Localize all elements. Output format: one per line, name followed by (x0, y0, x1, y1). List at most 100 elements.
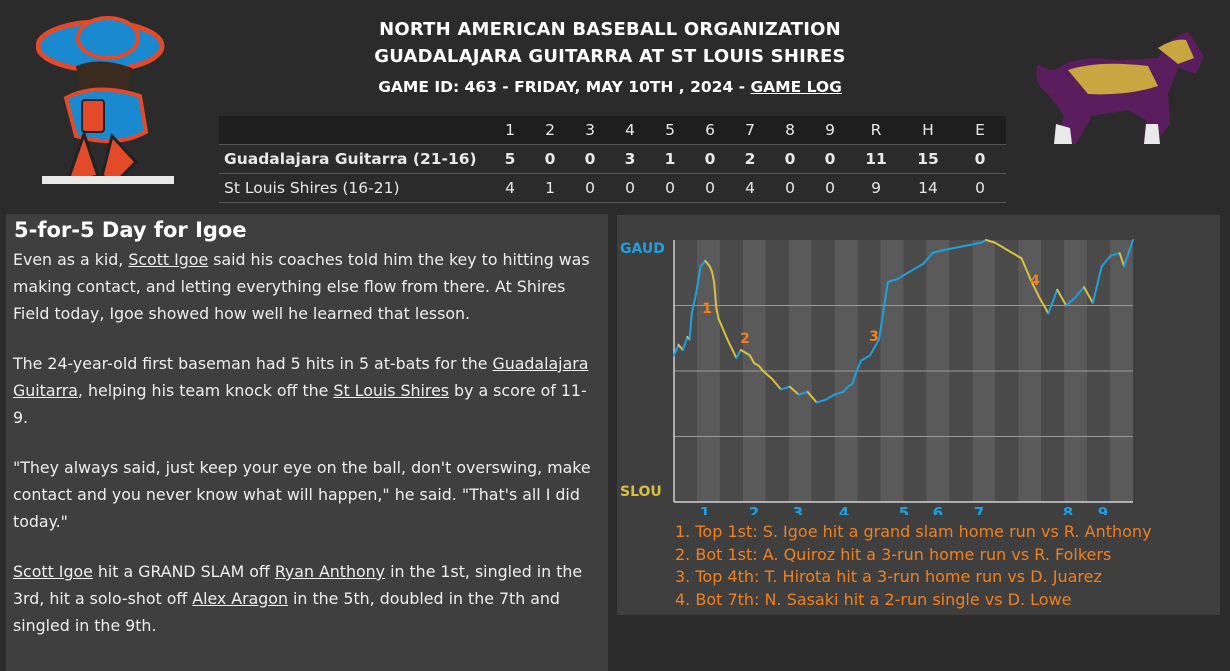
key-event-item: 3. Top 4th: T. Hirota hit a 3-run home r… (675, 567, 1102, 586)
story-text: hit a GRAND SLAM off (92, 562, 275, 581)
story-text: in the 5th, doubled in the 7th and singl… (13, 589, 560, 635)
score-cell: 0 (705, 179, 715, 197)
col-inning-4: 4 (610, 116, 650, 145)
win-probability-segment (860, 354, 872, 362)
win-probability-segment (967, 241, 983, 247)
home-team-name[interactable]: St Louis Shires (16-21) (224, 179, 400, 197)
team-column-header (219, 116, 490, 145)
story-text: in the 1st, singled in the 3rd, hit a so… (13, 562, 583, 608)
col-errors: E (954, 116, 1006, 145)
top-team-label: GAUD (620, 241, 665, 257)
score-cell: 0 (625, 179, 635, 197)
st-louis-shires-logo (1036, 32, 1204, 144)
event-marker-4: 4 (1030, 273, 1040, 289)
story-text: Even as a kid, (13, 250, 129, 269)
team-link-st-louis[interactable]: St Louis Shires (333, 381, 450, 400)
inning-axis-labels: 1 2 3 4 5 6 7 8 9 (700, 504, 1108, 515)
score-cell: 0 (704, 150, 716, 168)
win-probability-segment (984, 239, 996, 244)
game-info: GAME ID: 463 - FRIDAY, MAY 10TH , 2024 -… (280, 78, 940, 96)
col-inning-7: 7 (730, 116, 770, 145)
bottom-team-label: SLOU (620, 484, 662, 500)
score-cell: 0 (824, 150, 836, 168)
errors-cell: 0 (975, 179, 985, 197)
score-cell: 4 (745, 179, 755, 197)
win-probability-segment (1123, 239, 1134, 268)
win-probability-segment (688, 312, 693, 341)
win-probability-segment (1038, 296, 1050, 315)
story-paragraph: The 24-year-old first baseman had 5 hits… (13, 350, 600, 431)
game-log-link[interactable]: GAME LOG (750, 78, 842, 96)
inning-label: 4 (839, 504, 849, 515)
win-probability-segment (757, 364, 765, 372)
win-probability-segment (779, 385, 791, 391)
game-info-text: GAME ID: 463 - FRIDAY, MAY 10TH , 2024 - (378, 78, 751, 96)
key-events-list: 1. Top 1st: S. Igoe hit a grand slam hom… (675, 521, 1152, 611)
event-marker-2: 2 (740, 331, 750, 347)
col-runs: R (850, 116, 902, 145)
player-link-alex-aragon[interactable]: Alex Aragon (192, 589, 288, 608)
win-probability-segment (710, 270, 716, 283)
away-team-name[interactable]: Guadalajara Guitarra (21-16) (224, 150, 477, 168)
win-probability-segment (1074, 286, 1085, 299)
linescore-header-row: 1 2 3 4 5 6 7 8 9 R H E (219, 116, 1006, 145)
win-probability-segment (953, 244, 970, 249)
key-event-item: 1. Top 1st: S. Igoe hit a grand slam hom… (675, 522, 1152, 541)
col-hits: H (902, 116, 954, 145)
score-cell: 0 (785, 179, 795, 197)
win-probability-segment (940, 246, 956, 252)
player-link-scott-igoe[interactable]: Scott Igoe (128, 250, 209, 269)
matchup-title: GUADALAJARA GUITARRA AT ST LOUIS SHIRES (374, 46, 846, 67)
score-cell: 0 (585, 179, 595, 197)
organization-title: NORTH AMERICAN BASEBALL ORGANIZATION (379, 19, 841, 40)
win-probability-segment (699, 259, 707, 268)
win-probability-segment (1002, 246, 1014, 255)
game-story-panel: 5-for-5 Day for Igoe Even as a kid, Scot… (6, 214, 608, 671)
key-event-item: 4. Bot 7th: N. Sasaki hit a 2-run single… (675, 589, 1072, 609)
story-text: The 24-year-old first baseman had 5 hits… (13, 354, 493, 373)
game-header: NORTH AMERICAN BASEBALL ORGANIZATION GUA… (280, 16, 940, 96)
player-link-scott-igoe[interactable]: Scott Igoe (13, 562, 93, 581)
win-probability-segment (690, 291, 698, 315)
col-inning-2: 2 (530, 116, 570, 145)
win-probability-segment (1011, 252, 1023, 260)
story-paragraph: Even as a kid, Scott Igoe said his coach… (13, 246, 600, 327)
col-inning-9: 9 (810, 116, 850, 145)
score-cell: 3 (624, 150, 636, 168)
win-probability-segment (1029, 278, 1041, 299)
errors-cell: 0 (974, 150, 986, 168)
event-marker-3: 3 (869, 329, 879, 345)
win-probability-segment (771, 377, 782, 391)
story-text: , helping his team knock off the (77, 381, 334, 400)
event-marker-1: 1 (702, 301, 712, 317)
win-probability-panel: GAUD SLOU 1 2 3 4 1 2 3 4 5 6 7 8 9 1. Top 1st: … (617, 215, 1220, 615)
win-probability-segment (726, 338, 738, 359)
win-probability-segment (713, 280, 718, 310)
win-probability-segment (1100, 254, 1112, 268)
win-probability-segment (1065, 296, 1077, 307)
story-headline: 5-for-5 Day for Igoe (14, 218, 247, 242)
col-inning-5: 5 (650, 116, 690, 145)
win-probability-segment (842, 385, 849, 393)
win-probability-segment (877, 280, 889, 341)
win-probability-segment (869, 338, 880, 357)
inning-label: 6 (933, 504, 943, 515)
player-link-ryan-anthony[interactable]: Ryan Anthony (274, 562, 386, 581)
win-probability-segment (909, 262, 925, 273)
inning-label: 8 (1063, 504, 1073, 515)
win-probability-line (673, 239, 1134, 404)
win-probability-segment (715, 307, 720, 320)
story-text: by a score of 11-9. (13, 381, 587, 427)
col-inning-8: 8 (770, 116, 810, 145)
inning-label: 5 (899, 504, 909, 515)
away-team-row: Guadalajara Guitarra (21-16) 5 0 0 3 1 0… (219, 144, 1006, 174)
win-probability-segment (797, 390, 809, 396)
score-cell: 5 (504, 150, 516, 168)
win-probability-segment (1047, 288, 1059, 315)
win-probability-segment (1056, 288, 1068, 307)
hits-cell: 14 (918, 179, 938, 197)
story-paragraph: "They always said, just keep your eye on… (13, 458, 591, 531)
win-probability-segment (1082, 286, 1094, 304)
win-probability-segment (1109, 252, 1121, 257)
team-link-guadalajara[interactable]: Guadalajara Guitarra (13, 354, 589, 400)
